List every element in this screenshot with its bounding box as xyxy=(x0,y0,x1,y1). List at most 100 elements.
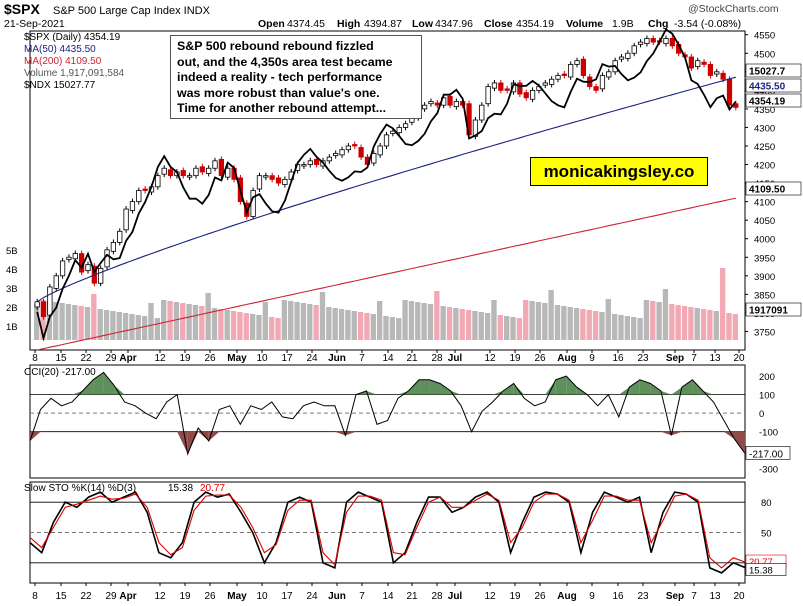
cci-positive-fill xyxy=(566,376,577,395)
volume-bar xyxy=(719,268,726,340)
price-xaxis-tick-label: 29 xyxy=(105,353,117,364)
date-label: 21-Sep-2021 xyxy=(4,18,65,30)
ma50-line xyxy=(36,76,736,303)
sto-tick-label: 50 xyxy=(761,529,772,540)
legend: $SPX (Daily) 4354.19 MA(50) 4435.50 MA(2… xyxy=(24,32,125,91)
sto-xaxis-tick-label: 26 xyxy=(204,591,216,602)
candle-body xyxy=(136,190,142,203)
cci-positive-fill xyxy=(103,372,115,395)
volume-bar xyxy=(192,305,199,340)
candle-body xyxy=(110,242,117,252)
price-badge-ma200-text: 4109.50 xyxy=(749,185,786,196)
volume-bar xyxy=(523,300,529,340)
volume-bar xyxy=(396,318,402,340)
volume-label: Volume xyxy=(566,18,603,30)
cci-positive-fill xyxy=(114,385,125,395)
candle-body xyxy=(352,144,358,147)
cci-positive-fill xyxy=(618,387,630,395)
candle-body xyxy=(263,175,269,178)
sto-xaxis-tick-label: 21 xyxy=(406,591,418,602)
candle-body xyxy=(593,86,599,91)
price-tick-label: 4500 xyxy=(754,49,775,60)
volume-bar xyxy=(53,302,59,340)
sto-xaxis-tick-label: Aug xyxy=(557,591,576,602)
volume-bar xyxy=(529,301,535,340)
volume-bar xyxy=(129,314,135,340)
candle-body xyxy=(498,82,504,91)
candle-body xyxy=(447,95,453,106)
cci-tick-label: 200 xyxy=(759,372,775,383)
candle-body xyxy=(282,178,288,185)
price-xaxis-tick-label: 16 xyxy=(612,353,624,364)
sto-xaxis-tick-label: Jun xyxy=(328,591,346,602)
sto-xaxis-tick-label: Apr xyxy=(119,591,136,602)
price-xaxis-tick-label: 8 xyxy=(32,353,38,364)
price-xaxis-tick-label: 15 xyxy=(55,353,67,364)
sto-d-badge-text: 20.77 xyxy=(749,557,773,568)
candle-body xyxy=(510,82,517,93)
price-badge-ndx-text: 15027.7 xyxy=(749,67,786,78)
candle-body xyxy=(542,82,548,86)
candle-body xyxy=(186,175,193,178)
volume-bar xyxy=(694,308,700,340)
sto-xaxis-tick-label: Sep xyxy=(666,591,684,602)
sto-xaxis-tick-label: Jul xyxy=(448,591,463,602)
volume-tick-label: 5B xyxy=(6,246,18,257)
cci-positive-fill xyxy=(440,383,451,395)
close-value: 4354.19 xyxy=(516,18,554,30)
candle-body xyxy=(555,75,561,80)
price-xaxis-tick-label: 26 xyxy=(534,353,546,364)
volume-bar xyxy=(535,302,542,340)
price-xaxis-tick-label: 24 xyxy=(306,353,318,364)
volume-bar xyxy=(516,318,523,340)
candle-body xyxy=(326,156,332,162)
candle-body xyxy=(561,73,567,76)
cci-negative-fill xyxy=(334,431,346,436)
close-label: Close xyxy=(484,18,513,30)
sto-xaxis-tick-label: 26 xyxy=(534,591,546,602)
volume-bar xyxy=(34,304,40,340)
cci-positive-fill xyxy=(366,390,377,395)
ma200-line xyxy=(37,197,736,351)
volume-bar xyxy=(103,310,110,340)
cci-tick-label: -300 xyxy=(759,465,778,476)
sto-xaxis-tick-label: 9 xyxy=(589,591,595,602)
volume-bar xyxy=(510,317,516,340)
annotation-line-5: Time for another rebound attempt... xyxy=(177,101,387,116)
volume-bar xyxy=(91,294,97,340)
candle-body xyxy=(421,104,428,110)
price-xaxis-tick-label: Apr xyxy=(119,353,136,364)
cci-badge xyxy=(745,446,791,460)
volume-bar xyxy=(243,313,249,340)
volume-bar xyxy=(459,309,465,340)
candle-body xyxy=(218,158,224,177)
candle-body xyxy=(47,286,53,316)
price-xaxis-tick-label: 12 xyxy=(154,353,166,364)
volume-bar xyxy=(713,311,719,340)
candle-body xyxy=(606,71,612,78)
low-label: Low xyxy=(412,18,434,30)
volume-bar xyxy=(681,306,688,340)
candle-body xyxy=(568,63,574,78)
sto-xaxis-tick-label: 20 xyxy=(733,591,745,602)
price-xaxis-tick-label: 17 xyxy=(281,353,293,364)
candle-body xyxy=(371,153,377,164)
candle-body xyxy=(333,153,339,157)
annotation-line-3: indeed a reality - tech performance xyxy=(177,70,383,85)
price-tick-label: 3750 xyxy=(754,327,775,338)
price-badge-ma50-text: 4435.50 xyxy=(749,82,786,93)
sto-xaxis-tick-label: 16 xyxy=(612,591,624,602)
candle-body xyxy=(549,78,555,85)
price-tick-label: 4300 xyxy=(754,123,775,134)
annotation-box: S&P 500 rebound rebound fizzled out, and… xyxy=(170,35,422,119)
volume-bar xyxy=(478,312,484,340)
volume-bar xyxy=(186,304,192,340)
volume-bar xyxy=(148,303,154,340)
volume-bar xyxy=(637,318,643,340)
ohlc-readout: Open 4374.45 High 4394.87 Low 4347.96 Cl… xyxy=(258,18,741,30)
candle-body xyxy=(98,267,104,284)
volume-bar xyxy=(313,305,319,340)
volume-bar xyxy=(351,311,357,340)
low-value: 4347.96 xyxy=(435,18,473,30)
annotation-line-4: was more robust than value's one. xyxy=(177,85,380,100)
